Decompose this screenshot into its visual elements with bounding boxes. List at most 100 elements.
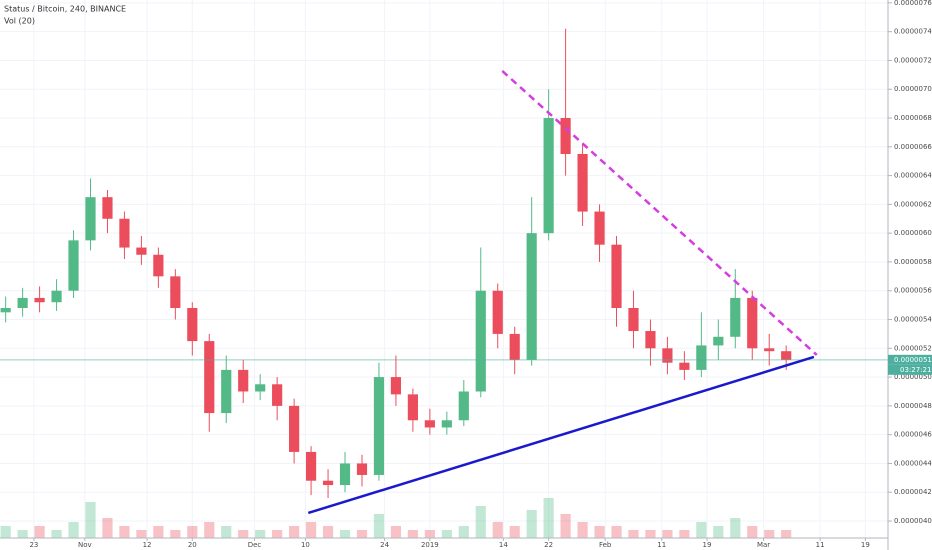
x-tick-label: Nov (78, 541, 92, 549)
volume-bar (560, 514, 571, 538)
trend-line (501, 70, 818, 356)
y-tick-label: 0.00000760 (894, 0, 932, 7)
volume-bar (713, 526, 724, 538)
candle-body (441, 420, 452, 428)
candle-body (526, 233, 537, 360)
x-tick-label: Mar (757, 541, 770, 549)
x-tick-label: 11 (657, 541, 666, 549)
volume-bar (645, 530, 656, 538)
candle-body (17, 297, 28, 309)
x-tick-label: 19 (861, 541, 870, 549)
volume-bar (356, 530, 368, 538)
candle-body (679, 362, 690, 370)
volume-bar (730, 518, 741, 538)
volume-bar (221, 526, 232, 538)
candle-body (187, 308, 198, 342)
candle-body (475, 290, 486, 392)
candle-body (577, 154, 588, 212)
candle-body (458, 391, 469, 421)
candle-body (153, 254, 164, 277)
volume-bar (458, 526, 469, 538)
volume-bar (17, 530, 28, 538)
volume-bar (255, 530, 266, 538)
x-tick-label: 19 (703, 541, 712, 549)
volume-bar (475, 506, 486, 538)
x-tick-label: 10 (301, 541, 310, 549)
x-tick-label: 23 (29, 541, 38, 549)
volume-bar (170, 530, 181, 538)
volume-bar (34, 526, 45, 538)
volume-bar (407, 530, 418, 538)
candle-body (560, 118, 571, 155)
volume-bar (238, 530, 249, 538)
volume-bar (305, 522, 317, 538)
volume-bar (611, 526, 622, 538)
volume-bar (322, 526, 334, 538)
candle-body (492, 290, 503, 334)
candle-body (34, 297, 45, 303)
volume-bar (526, 510, 537, 538)
candle-body (322, 480, 334, 486)
last-price-box (888, 354, 932, 365)
volume-bar (51, 530, 62, 538)
candle-body (611, 244, 622, 309)
candle-body (764, 348, 775, 352)
volume-bar (543, 498, 554, 538)
volume-bar (272, 530, 283, 538)
candle-body (730, 297, 741, 337)
chart-title: Status / Bitcoin, 240, BINANCE (4, 5, 126, 14)
candle-body (390, 377, 402, 395)
candle-body (356, 463, 368, 475)
countdown-box (888, 364, 932, 375)
volume-bar (509, 526, 520, 538)
candle-body (339, 463, 351, 486)
x-tick-label: Dec (248, 541, 262, 549)
candle-body (628, 308, 639, 332)
x-tick-label: 22 (544, 541, 553, 549)
countdown-label: 03:27:21 (900, 366, 931, 374)
candle-body (594, 211, 605, 245)
candle-body (781, 351, 792, 360)
candle-body (0, 308, 11, 313)
candle-body (305, 451, 317, 481)
volume-bar (390, 526, 402, 538)
x-tick-label: 11 (816, 541, 825, 549)
candle-body (645, 331, 656, 349)
last-price-label: 0.00000512 (894, 356, 932, 364)
volume-bar (136, 530, 147, 538)
volume-bar (153, 526, 164, 538)
candle-body (272, 384, 283, 406)
volume-bar (781, 530, 792, 538)
volume-bar (204, 522, 215, 538)
candle-body (85, 197, 96, 241)
volume-bar (373, 514, 385, 538)
volume-bar (492, 522, 503, 538)
volume-bar (441, 530, 452, 538)
x-tick-label: 20 (188, 541, 197, 549)
volume-bar (187, 526, 198, 538)
volume-bar (696, 522, 707, 538)
volume-bar (764, 530, 775, 538)
volume-bar (628, 530, 639, 538)
candle-body (424, 420, 435, 428)
candle-body (68, 240, 79, 291)
volume-bar (85, 502, 96, 538)
candle-body (136, 247, 147, 255)
volume-bar (577, 522, 588, 538)
candle-body (238, 369, 249, 392)
candle-body (255, 384, 266, 392)
volume-bar (102, 518, 113, 538)
candle-body (170, 276, 181, 309)
